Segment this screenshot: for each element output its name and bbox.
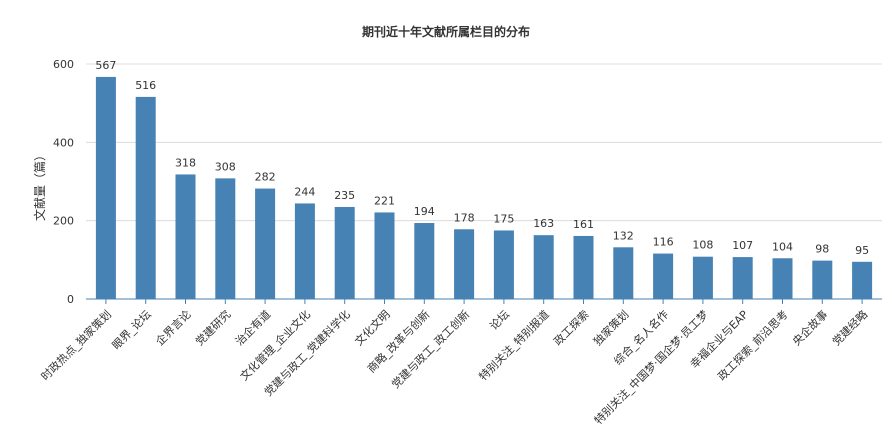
data-label: 235 [334,189,355,202]
data-label: 318 [175,156,196,169]
bar [732,257,753,299]
data-label: 161 [573,218,594,231]
data-label: 98 [815,243,829,256]
bar [414,223,435,299]
bar [533,235,554,299]
data-label: 163 [533,217,554,230]
bar [255,188,276,299]
x-tick-label: 党建经略 [829,307,870,348]
x-tick-label: 特别关注_特别报道 [476,307,552,383]
x-tick-label: 央企故事 [789,307,830,348]
data-labels: 567 516 318 308 282 244 235 221 194 178 175 163 161 1… [95,59,869,257]
data-label: 194 [414,205,435,218]
x-tick-label: 文化文明 [352,307,393,348]
bar [573,235,594,299]
x-tick-label: 企界言论 [153,307,194,348]
data-label: 282 [255,171,276,184]
bar [454,229,475,299]
x-tick-label: 眼界_论坛 [109,307,154,352]
y-tick-label: 200 [53,215,74,228]
bar [613,247,634,299]
bar [294,203,315,299]
x-tick-label: 文化管理_企业文化 [237,307,313,383]
bar [175,174,196,299]
bar [334,206,355,299]
bar [493,230,514,299]
bar [95,76,116,299]
data-label: 132 [613,229,634,242]
x-tick-label: 论坛 [487,307,512,332]
bar [215,178,236,299]
data-label: 108 [692,239,713,252]
data-label: 516 [135,79,156,92]
y-tick-label: 400 [53,136,74,149]
data-label: 107 [732,239,753,252]
data-label: 244 [294,185,315,198]
data-label: 175 [493,212,514,225]
bar [653,253,674,299]
bars [95,76,873,300]
y-axis-label: 文献量（篇） [32,149,47,221]
data-label: 567 [95,59,116,72]
x-tick-label: 独家策划 [590,307,631,348]
data-label: 95 [855,244,869,257]
bar [374,212,395,299]
bar [772,258,793,299]
gridlines [86,63,882,222]
x-tick-label: 时政热点_独家策划 [38,307,114,383]
y-tick-label: 600 [53,58,74,71]
bar [812,260,833,299]
data-label: 116 [653,236,674,249]
data-label: 178 [454,211,475,224]
y-tick-label: 0 [67,293,74,306]
y-axis-ticks: 0 200 400 600 [53,58,74,306]
x-tick-label: 政工探索 [551,307,592,348]
chart-title: 期刊近十年文献所属栏目的分布 [362,24,530,39]
data-label: 104 [772,240,793,253]
bar [852,261,873,299]
bar [135,96,156,300]
x-tick-label: 政工探索_前沿思考 [715,307,791,383]
data-label: 308 [215,160,236,173]
x-tick-label: 党建与政工_政工创新 [388,307,472,391]
x-tick-label: 党建研究 [192,307,233,348]
data-label: 221 [374,194,395,207]
x-tick-label: 治企有道 [232,307,273,348]
bar [692,256,713,299]
